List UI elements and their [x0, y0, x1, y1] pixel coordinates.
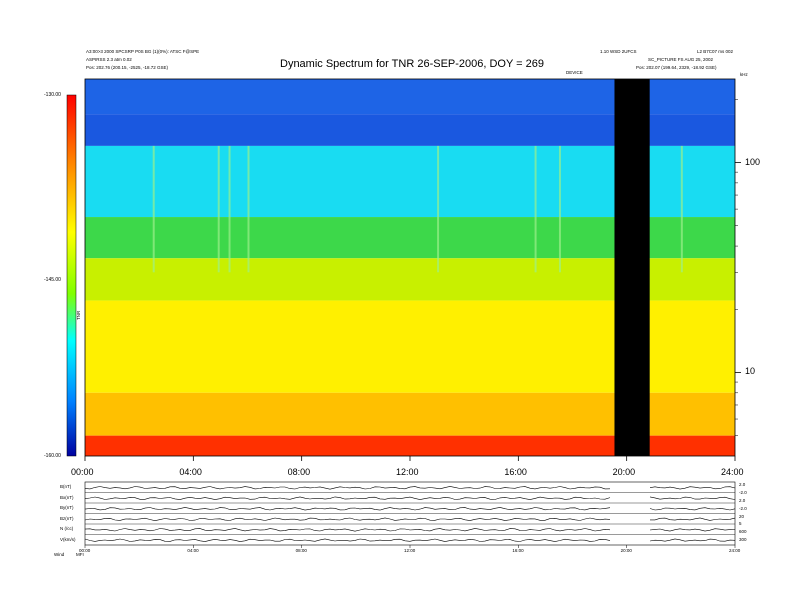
panel-x-tick-label: 12:00	[404, 548, 416, 553]
panel-x-tick-label: 16:00	[512, 548, 524, 553]
chart-title: Dynamic Spectrum for TNR 26-SEP-2006, DO…	[280, 58, 545, 70]
panel-right-label: 5	[739, 521, 742, 527]
marker-label: DEVICE	[566, 70, 583, 75]
panel-x-tick-label: 04:00	[187, 548, 199, 553]
burst-streak	[558, 145, 561, 273]
panel-right-label: -2.0	[739, 489, 747, 495]
burst-streak	[228, 145, 231, 273]
header-right-line1b: L2 B7C07 ms 002	[697, 49, 734, 54]
panel-trace	[84, 538, 736, 542]
panel-label: Bz(nT)	[60, 515, 74, 521]
colorbar-tick-top: -130.00	[44, 92, 61, 98]
burst-streak	[217, 145, 220, 273]
panel-right-label: -2.0	[739, 505, 747, 511]
panel-x-tick-label: 00:00	[79, 548, 91, 553]
burst-streak	[247, 145, 250, 273]
header-left-line2: ASPIRSS 2.3 atm 0.02	[86, 57, 132, 62]
colorbar-tick-mid: -145.00	[44, 277, 61, 283]
burst-streak	[152, 145, 155, 273]
burst-streak	[680, 145, 683, 273]
panel-label: B(nT)	[60, 484, 72, 489]
x-tick-label: 20:00	[612, 467, 636, 477]
header-right-line3: Pos: 202.07 (199.64, 2329, -18.92 GSE)	[636, 65, 717, 70]
panel-label: N (/cc)	[60, 526, 74, 531]
panel-right-label: 2.0	[739, 497, 746, 503]
colorbar	[66, 94, 77, 457]
header-right-line2: SC_PICTURE FS AUG 25, 2002	[648, 57, 714, 62]
x-tick-label: 04:00	[179, 467, 202, 477]
header-left-line3: Pos: 202.76 (200.15, -2525, -18.72 GSE)	[86, 65, 169, 70]
panel-trace	[84, 486, 736, 490]
panel-label: By(nT)	[60, 505, 74, 510]
panel-trace	[84, 528, 736, 532]
freq-unit-label: kHz	[740, 72, 748, 77]
footer-left: Wind	[54, 552, 65, 557]
header-left-line1: A3:00>3 2000 SPCSRP P0S BG (1)(0%): ATSC…	[86, 49, 200, 54]
burst-streak	[437, 145, 440, 273]
panel-right-label: 300	[739, 537, 747, 543]
header-right-line1a: 1.10 WSD 2UFCS	[600, 49, 637, 54]
x-tick-label: 08:00	[287, 467, 311, 477]
y-tick-label: 10	[745, 366, 756, 377]
x-tick-label: 16:00	[504, 467, 527, 477]
colorbar-tick-bottom: -160.00	[44, 453, 61, 459]
panel-x-tick-label: 20:00	[620, 548, 632, 553]
x-tick-label: 24:00	[721, 467, 744, 477]
panel-trace	[84, 507, 736, 511]
x-tick-label: 12:00	[396, 467, 419, 477]
panel-trace	[84, 517, 736, 522]
x-tick-label: 00:00	[71, 467, 94, 477]
panel-right-label: 600	[739, 529, 747, 535]
panel-right-label: 2.0	[739, 482, 746, 487]
panel-right-label: 20	[739, 513, 745, 519]
y-tick-label: 100	[745, 156, 761, 167]
panel-x-tick-label: 24:00	[729, 548, 741, 553]
panel-x-tick-label: 08:00	[295, 548, 307, 553]
panel-label: Bx(nT)	[60, 494, 74, 500]
burst-streak	[534, 145, 537, 273]
panel-label: V(km/s)	[60, 536, 76, 542]
spectrum-band	[85, 435, 735, 456]
data-gap	[614, 79, 650, 456]
footer-right: MFI	[76, 552, 84, 557]
panel-trace	[84, 496, 736, 500]
